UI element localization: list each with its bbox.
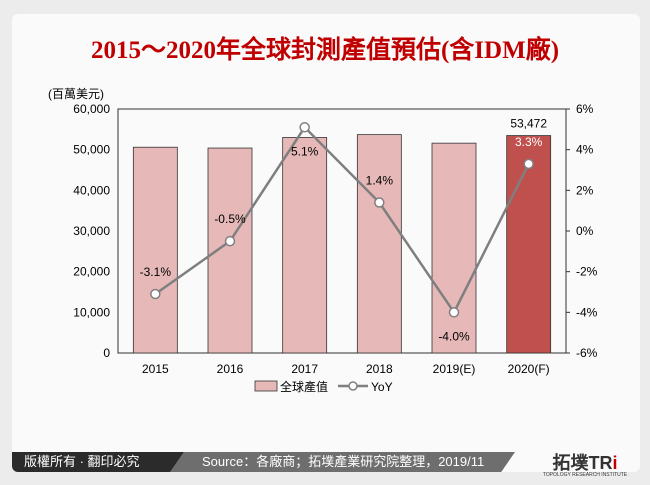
y2-tick-label: 2% xyxy=(576,183,594,197)
y-tick-label: 10,000 xyxy=(73,305,110,319)
yoy-line xyxy=(154,125,530,315)
x-tick-label: 2018 xyxy=(366,362,393,376)
y2-tick-label: -2% xyxy=(576,265,598,279)
bar xyxy=(132,146,178,354)
plot-area xyxy=(117,108,567,354)
y2-tick-label: 6% xyxy=(576,102,594,116)
yoy-point xyxy=(448,307,460,318)
chart-title: 2015～2020年全球封測產值預估(含IDM廠) xyxy=(90,37,560,64)
bar xyxy=(207,147,253,354)
yoy-point xyxy=(299,122,310,133)
logo: 拓墣TRi TOPOLOGY RESEARCH INSTITUTE xyxy=(542,453,628,478)
x-tick-label: 2020(F) xyxy=(508,362,550,376)
yoy-data-label: -3.1% xyxy=(140,265,172,279)
y-axis-label: (百萬美元) xyxy=(48,87,104,101)
bar-data-label: 53,472 xyxy=(510,117,547,131)
y-tick-label: 40,000 xyxy=(73,183,110,197)
yoy-data-label: 3.3% xyxy=(515,135,543,149)
y2-tick-label: 4% xyxy=(576,143,594,157)
y2-tick-label: -6% xyxy=(576,346,598,360)
x-tick-label: 2017 xyxy=(291,362,318,376)
yoy-data-label: -4.0% xyxy=(438,329,470,343)
yoy-point xyxy=(224,235,236,247)
y-tick-label: 20,000 xyxy=(73,265,110,279)
copyright-banner: 版權所有 · 翻印必究 xyxy=(12,452,184,472)
legend-line-label: YoY xyxy=(371,380,393,394)
source-banner: Source：各廠商；拓墣產業研究院整理，2019/11 xyxy=(170,452,515,472)
x-tick-label: 2019(E) xyxy=(433,362,476,376)
x-tick-label: 2016 xyxy=(217,362,244,376)
yoy-point xyxy=(150,288,161,300)
bar xyxy=(282,137,328,354)
y-tick-label: 30,000 xyxy=(73,224,110,238)
legend-line-marker xyxy=(348,381,358,391)
yoy-data-label: 1.4% xyxy=(366,174,394,188)
y-tick-label: 50,000 xyxy=(73,143,110,157)
bar xyxy=(431,142,477,354)
bar xyxy=(506,135,552,354)
bar xyxy=(356,134,402,354)
x-tick-label: 2015 xyxy=(142,362,169,376)
yoy-data-label: -0.5% xyxy=(214,212,246,226)
yoy-data-label: 5.1% xyxy=(291,144,319,158)
legend-bar-swatch xyxy=(254,380,278,392)
y2-tick-label: 0% xyxy=(576,224,594,238)
y-tick-label: 0 xyxy=(103,346,110,360)
y-tick-label: 60,000 xyxy=(73,102,110,116)
y2-tick-label: -4% xyxy=(576,305,598,319)
legend-bar-label: 全球產值 xyxy=(280,379,328,394)
yoy-point xyxy=(374,197,385,208)
yoy-point xyxy=(523,158,534,170)
